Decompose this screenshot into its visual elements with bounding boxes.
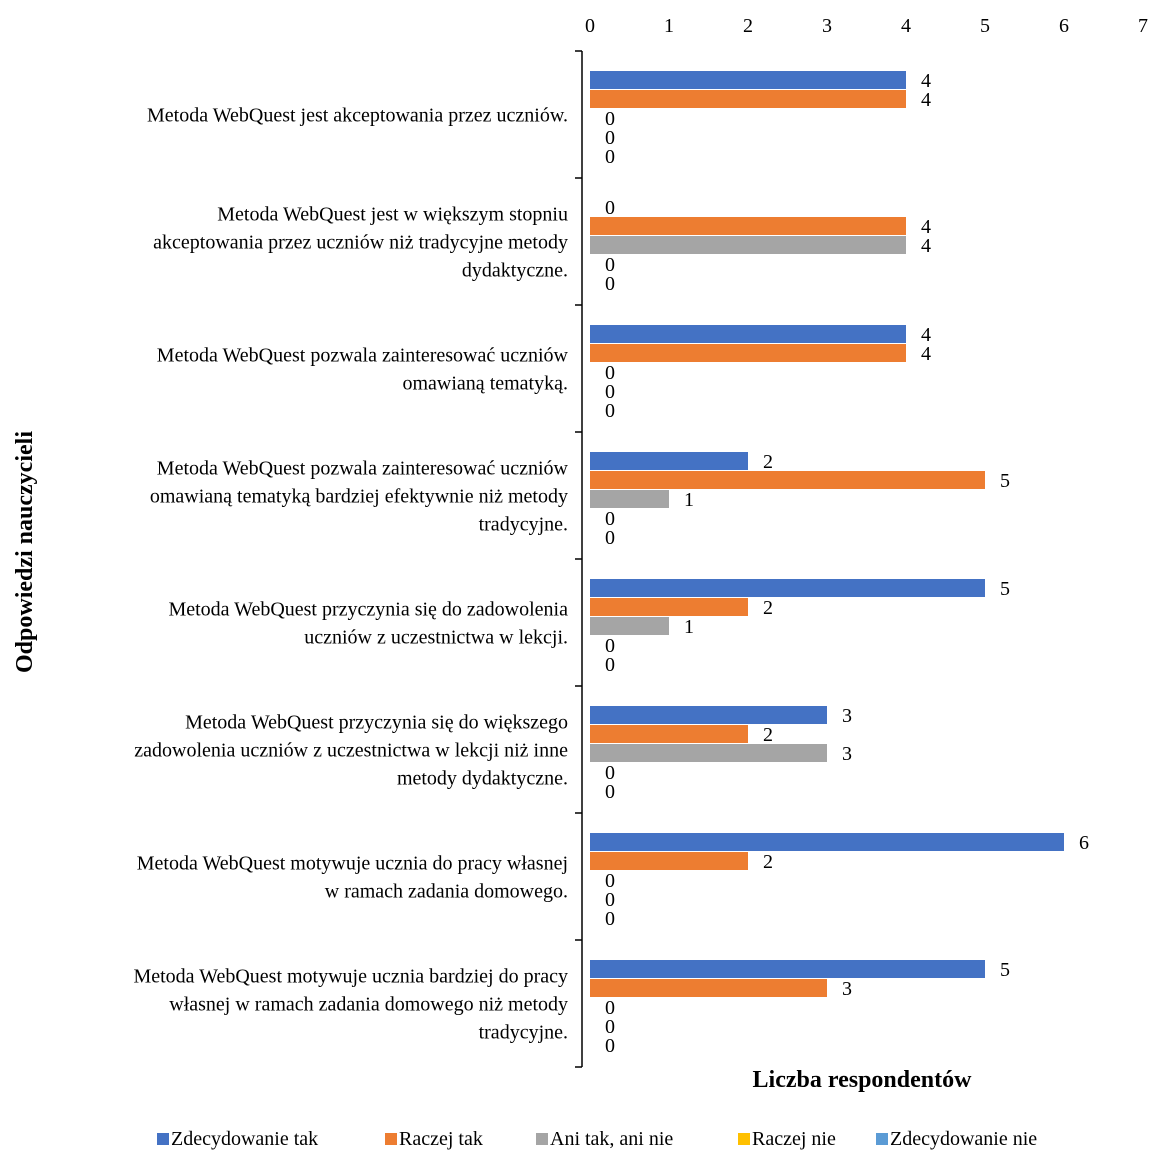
x-tick-label: 1 xyxy=(664,15,674,37)
bar xyxy=(590,71,906,89)
bar xyxy=(590,217,906,235)
category-label: tradycyjne. xyxy=(479,1022,568,1044)
bar xyxy=(590,452,748,470)
data-label: 2 xyxy=(763,851,773,873)
category-label: Metoda WebQuest jest w większym stopniu xyxy=(217,204,568,226)
category-label: omawianą tematyką bardziej efektywnie ni… xyxy=(150,486,568,508)
category-label: Metoda WebQuest pozwala zainteresować uc… xyxy=(157,458,569,480)
x-tick-label: 2 xyxy=(743,15,753,37)
data-label: 0 xyxy=(605,654,615,676)
bar xyxy=(590,471,985,489)
data-label: 2 xyxy=(763,597,773,619)
x-tick-label: 0 xyxy=(585,15,595,37)
category-label: metody dydaktyczne. xyxy=(397,768,568,790)
data-label: 2 xyxy=(763,451,773,473)
x-tick-label: 4 xyxy=(901,15,911,37)
data-label: 4 xyxy=(921,343,931,365)
bar xyxy=(590,325,906,343)
legend-label: Raczej nie xyxy=(752,1128,836,1150)
category-label: Metoda WebQuest motywuje ucznia bardziej… xyxy=(133,966,568,988)
data-label: 1 xyxy=(684,489,694,511)
data-label: 0 xyxy=(605,1035,615,1057)
data-label: 0 xyxy=(605,400,615,422)
data-label: 6 xyxy=(1079,832,1089,854)
category-label: w ramach zadania domowego. xyxy=(325,881,568,903)
legend-swatch xyxy=(738,1133,750,1145)
legend-label: Zdecydowanie nie xyxy=(890,1128,1037,1150)
bar xyxy=(590,852,748,870)
category-label: uczniów z uczestnictwa w lekcji. xyxy=(304,627,568,649)
category-label: zadowolenia uczniów z uczestnictwa w lek… xyxy=(134,740,568,762)
data-label: 1 xyxy=(684,616,694,638)
category-label: tradycyjne. xyxy=(479,514,568,536)
data-label: 3 xyxy=(842,743,852,765)
bar xyxy=(590,344,906,362)
legend-swatch xyxy=(157,1133,169,1145)
bar xyxy=(590,579,985,597)
data-label: 4 xyxy=(921,235,931,257)
legend-label: Zdecydowanie tak xyxy=(171,1128,318,1150)
y-axis-title: Odpowiedzi nauczycieli xyxy=(12,431,38,673)
category-label: dydaktyczne. xyxy=(462,260,568,282)
data-label: 3 xyxy=(842,978,852,1000)
data-label: 5 xyxy=(1000,959,1010,981)
data-label: 0 xyxy=(605,908,615,930)
data-label: 0 xyxy=(605,273,615,295)
bar xyxy=(590,960,985,978)
legend-swatch xyxy=(876,1133,888,1145)
category-label: omawianą tematyką. xyxy=(403,373,569,395)
bar xyxy=(590,617,669,635)
bar xyxy=(590,744,827,762)
category-label: akceptowania przez uczniów niż tradycyjn… xyxy=(153,232,568,254)
bar xyxy=(590,979,827,997)
data-label: 0 xyxy=(605,197,615,219)
x-axis-title: Liczba respondentów xyxy=(753,1067,973,1093)
bar xyxy=(590,833,1064,851)
bar xyxy=(590,490,669,508)
category-label: Metoda WebQuest przyczynia się do zadowo… xyxy=(168,599,568,621)
x-tick-label: 6 xyxy=(1059,15,1069,37)
category-label: własnej w ramach zadania domowego niż me… xyxy=(169,994,568,1016)
category-label: Metoda WebQuest przyczynia się do większ… xyxy=(185,712,568,734)
data-label: 2 xyxy=(763,724,773,746)
category-label: Metoda WebQuest motywuje ucznia do pracy… xyxy=(137,853,568,875)
legend-label: Raczej tak xyxy=(399,1128,483,1150)
category-label: Metoda WebQuest jest akceptowania przez … xyxy=(147,105,568,127)
legend-swatch xyxy=(385,1133,397,1145)
bar xyxy=(590,598,748,616)
data-label: 5 xyxy=(1000,578,1010,600)
bar xyxy=(590,725,748,743)
data-label: 5 xyxy=(1000,470,1010,492)
data-label: 0 xyxy=(605,527,615,549)
x-tick-label: 3 xyxy=(822,15,832,37)
legend-label: Ani tak, ani nie xyxy=(550,1128,673,1150)
bar xyxy=(590,706,827,724)
bar xyxy=(590,90,906,108)
legend-swatch xyxy=(536,1133,548,1145)
category-label: Metoda WebQuest pozwala zainteresować uc… xyxy=(157,345,569,367)
bar xyxy=(590,236,906,254)
x-tick-label: 5 xyxy=(980,15,990,37)
data-label: 4 xyxy=(921,89,931,111)
x-tick-label: 7 xyxy=(1138,15,1148,37)
data-label: 0 xyxy=(605,146,615,168)
data-label: 0 xyxy=(605,781,615,803)
data-label: 3 xyxy=(842,705,852,727)
